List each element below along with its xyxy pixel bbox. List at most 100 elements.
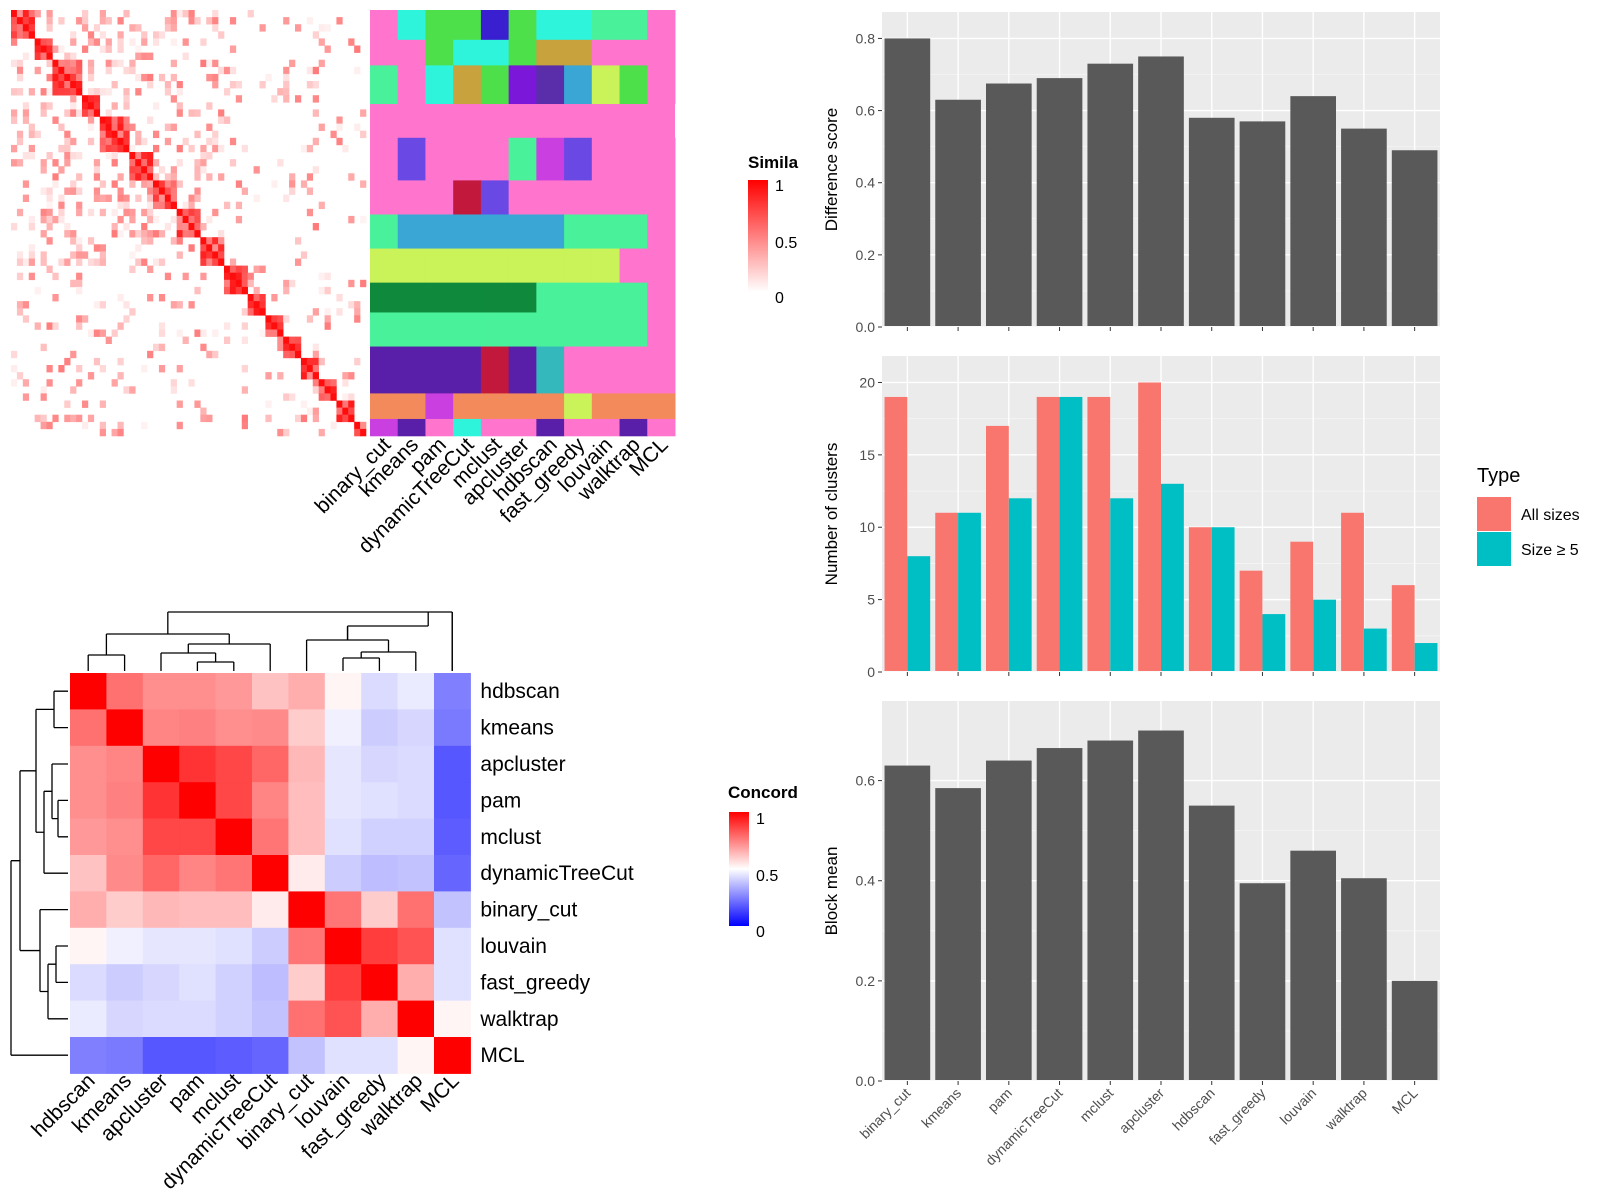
similarity-cell (16, 258, 24, 266)
similarity-cell (224, 66, 231, 75)
similarity-cell (58, 201, 65, 210)
y-tick-label: 0.4 (856, 175, 876, 191)
similarity-cell (348, 279, 355, 288)
similarity-cell (259, 24, 266, 32)
similarity-cell (283, 95, 290, 103)
similarity-cell (129, 38, 136, 46)
concordance-cell (142, 782, 180, 820)
assignment-cell (425, 137, 454, 181)
similarity-cell (295, 258, 302, 266)
similarity-cell (330, 379, 337, 387)
similarity-cell (70, 31, 77, 39)
concordance-cell (252, 745, 289, 783)
similarity-cell (123, 301, 130, 309)
similarity-cell (176, 208, 183, 217)
dendrogram-branch (187, 643, 271, 671)
similarity-cell (206, 350, 213, 359)
similarity-cell (164, 173, 172, 181)
similarity-cell (117, 194, 124, 202)
similarity-cell (58, 166, 65, 174)
similarity-cell (176, 159, 183, 167)
similarity-cell (147, 73, 154, 82)
concordance-cell (106, 745, 144, 783)
similarity-cell (129, 123, 136, 131)
dendrogram-branch (342, 657, 381, 671)
dendrogram-branch (35, 708, 54, 833)
similarity-cell (312, 109, 319, 117)
similarity-cell (206, 414, 213, 423)
similarity-cell (247, 294, 254, 302)
y-axis-title: Difference score (822, 108, 841, 231)
similarity-cell (82, 315, 89, 323)
similarity-cell (11, 365, 18, 373)
similarity-cell (129, 24, 136, 32)
similarity-cell (46, 322, 53, 330)
similarity-legend-tick-1: 1 (775, 178, 784, 195)
similarity-cell (241, 386, 248, 394)
concordance-cell (142, 855, 180, 892)
similarity-cell (28, 223, 35, 231)
similarity-cell (93, 329, 101, 337)
similarity-cell (229, 137, 237, 146)
concordance-cell (361, 745, 399, 783)
similarity-legend-title: Simila (748, 153, 799, 172)
similarity-cell (295, 343, 302, 352)
similarity-cell (64, 258, 71, 266)
assignment-cell (619, 346, 648, 394)
concordance-cell (288, 709, 326, 747)
concordance-cell (215, 891, 253, 929)
similarity-cell (360, 279, 367, 288)
assignment-cell (508, 65, 537, 105)
concordance-cell (434, 891, 471, 929)
concordance-cell (106, 709, 144, 747)
similarity-cell (306, 315, 314, 323)
similarity-cell (265, 322, 272, 330)
similarity-cell (188, 201, 195, 210)
similarity-cell (200, 159, 207, 167)
similarity-cell (271, 95, 278, 103)
similarity-cell (348, 173, 355, 181)
similarity-cell (253, 294, 260, 302)
similarity-cell (324, 386, 331, 394)
similarity-cell (229, 66, 237, 75)
similarity-cell (87, 116, 95, 124)
similarity-cell (241, 308, 248, 316)
similarity-cell (99, 17, 106, 25)
similarity-cell (87, 88, 95, 96)
concordance-cell (179, 782, 217, 820)
similarity-cell (176, 421, 183, 430)
concordance-cell (361, 855, 399, 892)
similarity-cell (170, 379, 177, 387)
similarity-cell (70, 52, 77, 60)
concordance-cell (397, 964, 435, 1002)
similarity-cell (306, 357, 314, 366)
similarity-cell (218, 31, 225, 39)
similarity-cell (360, 428, 367, 437)
similarity-cell (22, 258, 30, 266)
row-label: pam (480, 789, 521, 812)
similarity-cell (70, 152, 77, 160)
similarity-cell (111, 230, 118, 238)
similarity-cell (22, 116, 30, 124)
similarity-cell (300, 400, 308, 408)
concordance-cell (397, 1037, 435, 1074)
similarity-cell (64, 81, 71, 89)
similarity-cell (283, 393, 290, 401)
similarity-cell (11, 24, 18, 32)
similarity-cell (306, 365, 314, 373)
y-tick-label: 0.6 (856, 103, 876, 119)
similarity-cell (64, 414, 71, 423)
similarity-cell (111, 81, 118, 89)
bar (935, 788, 981, 1080)
similarity-cell (135, 230, 142, 238)
similarity-cell (283, 66, 290, 75)
similarity-cell (58, 45, 65, 53)
assignment-cell (564, 282, 593, 313)
similarity-cell (200, 223, 207, 231)
similarity-cell (153, 144, 160, 153)
concordance-cell (106, 818, 144, 856)
similarity-cell (70, 251, 77, 259)
similarity-cell (46, 223, 53, 231)
similarity-cell (212, 81, 219, 89)
concordance-cell (70, 818, 107, 856)
